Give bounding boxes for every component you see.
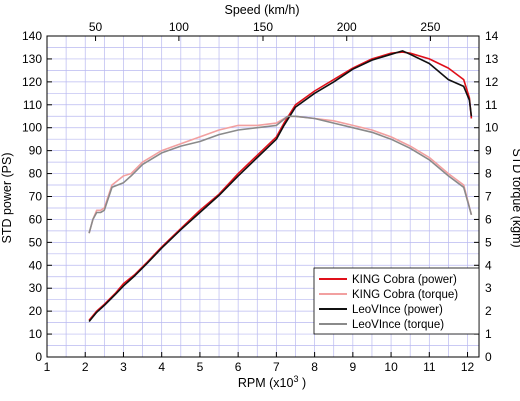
x-tick-label: 2 [82, 360, 89, 374]
y-tick-label: 70 [29, 190, 43, 204]
series-line-king-cobra-power [88, 51, 473, 321]
right-axis-title: STD torque (kgm) [510, 148, 520, 247]
series-line-leovince-torque [88, 115, 473, 234]
y-tick-label: 40 [29, 258, 43, 272]
top-tick-label: 200 [337, 20, 357, 34]
y2-tick-label: 0 [485, 350, 492, 364]
y-tick-label: 80 [29, 167, 43, 181]
legend-label: KING Cobra (power) [352, 274, 457, 286]
legend-label: LeoVInce (torque) [352, 319, 444, 331]
legend-label: KING Cobra (torque) [352, 289, 458, 301]
x-tick-label: 12 [461, 360, 475, 374]
y-tick-label: 120 [22, 75, 42, 89]
y2-tick-label: 7 [485, 190, 492, 204]
x-axis-title: RPM (x103 ) [238, 374, 306, 390]
y2-tick-label: 6 [485, 212, 492, 226]
series-lines [88, 50, 473, 323]
top-tick-label: 250 [420, 20, 440, 34]
y-tick-label: 60 [29, 212, 43, 226]
y-tick-label: 110 [23, 98, 42, 112]
y2-tick-label: 10 [485, 121, 499, 135]
y-tick-label: 0 [35, 350, 42, 364]
y2-tick-label: 3 [485, 281, 492, 295]
y2-tick-label: 11 [485, 98, 498, 112]
legend: KING Cobra (power) KING Cobra (torque) Leo… [313, 267, 480, 335]
x-tick-label: 10 [384, 360, 398, 374]
y2-tick-label: 13 [485, 52, 499, 66]
y2-tick-label: 12 [485, 75, 499, 89]
y-tick-label: 140 [22, 29, 42, 43]
y2-tick-label: 8 [485, 167, 492, 181]
x-tick-label: 9 [349, 360, 356, 374]
y-tick-label: 100 [22, 121, 42, 135]
legend-label: LeoVInce (power) [352, 304, 443, 316]
x-tick-label: 11 [423, 360, 436, 374]
top-axis-title: Speed (km/h) [224, 3, 299, 17]
x-tick-label: 4 [158, 360, 165, 374]
x-tick-label: 6 [235, 360, 242, 374]
x-tick-label: 7 [273, 360, 280, 374]
y2-tick-label: 14 [485, 29, 499, 43]
y-tick-label: 90 [29, 144, 43, 158]
x-tick-label: 3 [120, 360, 127, 374]
x-tick-label: 8 [311, 360, 318, 374]
y2-tick-label: 2 [485, 304, 492, 318]
x-tick-label: 1 [44, 360, 51, 374]
y-tick-label: 10 [29, 327, 43, 341]
y-axis-title: STD power (PS) [0, 153, 14, 244]
top-tick-label: 100 [169, 20, 189, 34]
y2-tick-label: 5 [485, 235, 492, 249]
y-tick-label: 50 [29, 235, 43, 249]
y-tick-label: 130 [22, 52, 42, 66]
x-tick-label: 5 [197, 360, 204, 374]
y2-tick-label: 1 [485, 327, 492, 341]
y2-tick-label: 4 [485, 258, 492, 272]
y2-tick-label: 9 [485, 144, 492, 158]
y-tick-label: 20 [29, 304, 43, 318]
top-tick-label: 50 [89, 20, 103, 34]
series-line-leovince-power [88, 50, 473, 323]
y-tick-label: 30 [29, 281, 43, 295]
top-tick-label: 150 [253, 20, 273, 34]
